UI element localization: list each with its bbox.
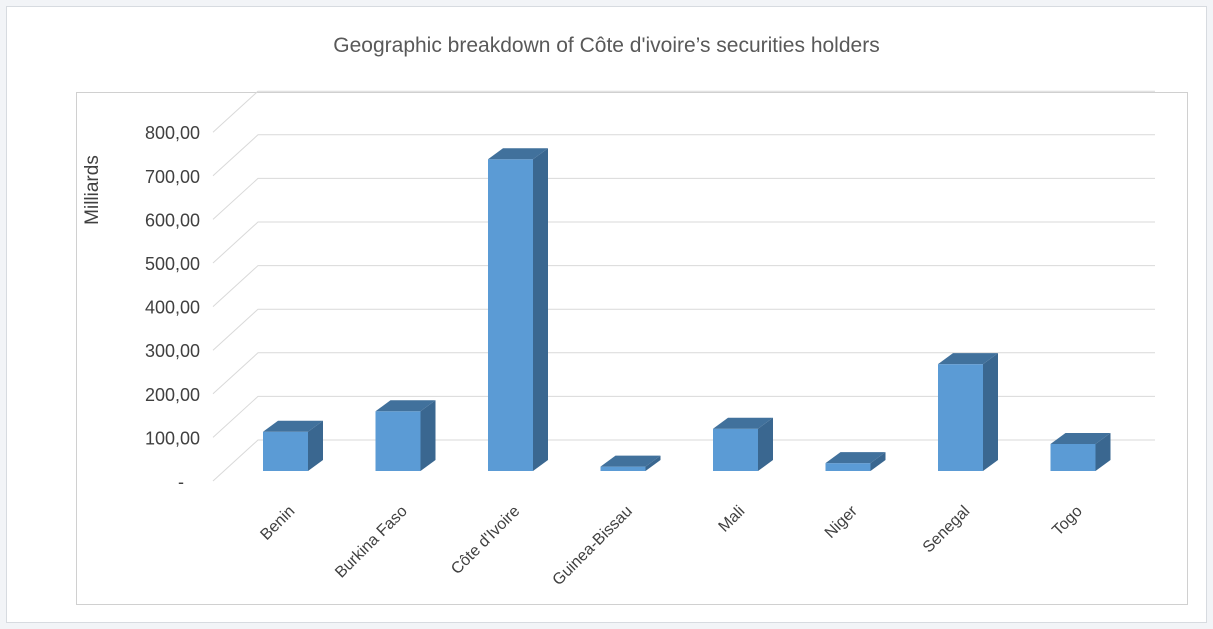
bar-front (825, 463, 871, 471)
bar-side (1095, 432, 1111, 471)
bar (713, 417, 773, 471)
y-tick-label: 300,00 (145, 341, 200, 361)
bar-front (375, 411, 421, 471)
x-axis-labels: Benin Burkina Faso Côte d'Ivoire Guinea-Bis… (257, 502, 1086, 589)
bar (600, 455, 661, 471)
gridline (212, 308, 1155, 351)
gridline (212, 439, 1155, 482)
x-category-label: Benin (257, 503, 298, 544)
bar (375, 400, 436, 471)
gridline (212, 177, 1155, 220)
bar-top (938, 353, 998, 365)
bar-top (375, 400, 436, 412)
bar-top (1050, 432, 1111, 444)
bar-side (420, 400, 436, 471)
gridline (212, 395, 1155, 438)
gridline (212, 90, 1155, 133)
bar (825, 452, 886, 471)
bar-side (870, 452, 886, 471)
y-tick-label: 500,00 (145, 254, 200, 274)
bar-side (308, 420, 323, 471)
bar-top (263, 420, 323, 432)
y-tick-label: - (178, 472, 184, 492)
x-category-label: Togo (1049, 503, 1086, 540)
bar-top (713, 417, 773, 429)
y-axis-ticks: - 100,00 200,00 300,00 400,00 500,00 600,00 700… (145, 123, 200, 492)
bar-top (600, 455, 661, 467)
bar-top (488, 148, 548, 160)
bar-side (983, 353, 998, 471)
chart-title: Geographic breakdown of Côte d'ivoire’s … (333, 34, 880, 57)
x-category-label: Guinea-Bissau (550, 503, 636, 589)
x-category-label: Burkina Faso (332, 503, 411, 582)
bar-side (758, 417, 773, 471)
x-category-label: Côte d'Ivoire (448, 503, 523, 578)
y-tick-label: 400,00 (145, 298, 200, 318)
y-axis-label: Milliards (82, 155, 103, 225)
x-category-label: Senegal (920, 503, 974, 557)
y-tick-label: 100,00 (145, 428, 200, 448)
gridline (212, 265, 1155, 307)
gridline (212, 221, 1155, 264)
gridlines (212, 90, 1155, 482)
bar (488, 148, 548, 471)
bar-side (645, 455, 661, 471)
bar (1050, 432, 1111, 471)
x-category-label: Niger (822, 502, 862, 542)
y-tick-label: 600,00 (145, 210, 200, 230)
y-tick-label: 700,00 (145, 167, 200, 187)
bars (263, 148, 1111, 471)
bar-top (825, 452, 886, 464)
y-tick-label: 800,00 (145, 123, 200, 143)
bar (263, 420, 323, 471)
plot-area-border (76, 92, 1188, 605)
gridline (212, 352, 1155, 395)
x-category-label: Mali (716, 503, 749, 536)
bar-front (1050, 443, 1096, 471)
bar-front (713, 428, 758, 471)
bar-front (938, 364, 983, 471)
bar-front (600, 466, 646, 471)
bar-side (533, 148, 548, 471)
gridline (212, 134, 1155, 177)
bar-front (263, 431, 308, 471)
y-tick-label: 200,00 (145, 385, 200, 405)
bar (938, 353, 998, 471)
bar-front (488, 159, 533, 471)
